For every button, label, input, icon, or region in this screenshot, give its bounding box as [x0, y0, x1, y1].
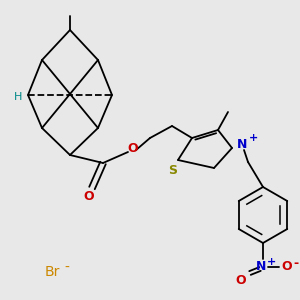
Text: O: O	[282, 260, 292, 274]
Text: +: +	[266, 257, 276, 267]
Text: Br: Br	[44, 265, 60, 279]
Text: O: O	[236, 274, 246, 286]
Text: S: S	[169, 164, 178, 176]
Text: N: N	[256, 260, 266, 274]
Text: O: O	[84, 190, 94, 202]
Text: +: +	[249, 133, 259, 143]
Text: -: -	[64, 261, 69, 275]
Text: N: N	[237, 137, 247, 151]
Text: H: H	[14, 92, 22, 102]
Text: O: O	[128, 142, 138, 154]
Text: -: -	[293, 256, 298, 269]
